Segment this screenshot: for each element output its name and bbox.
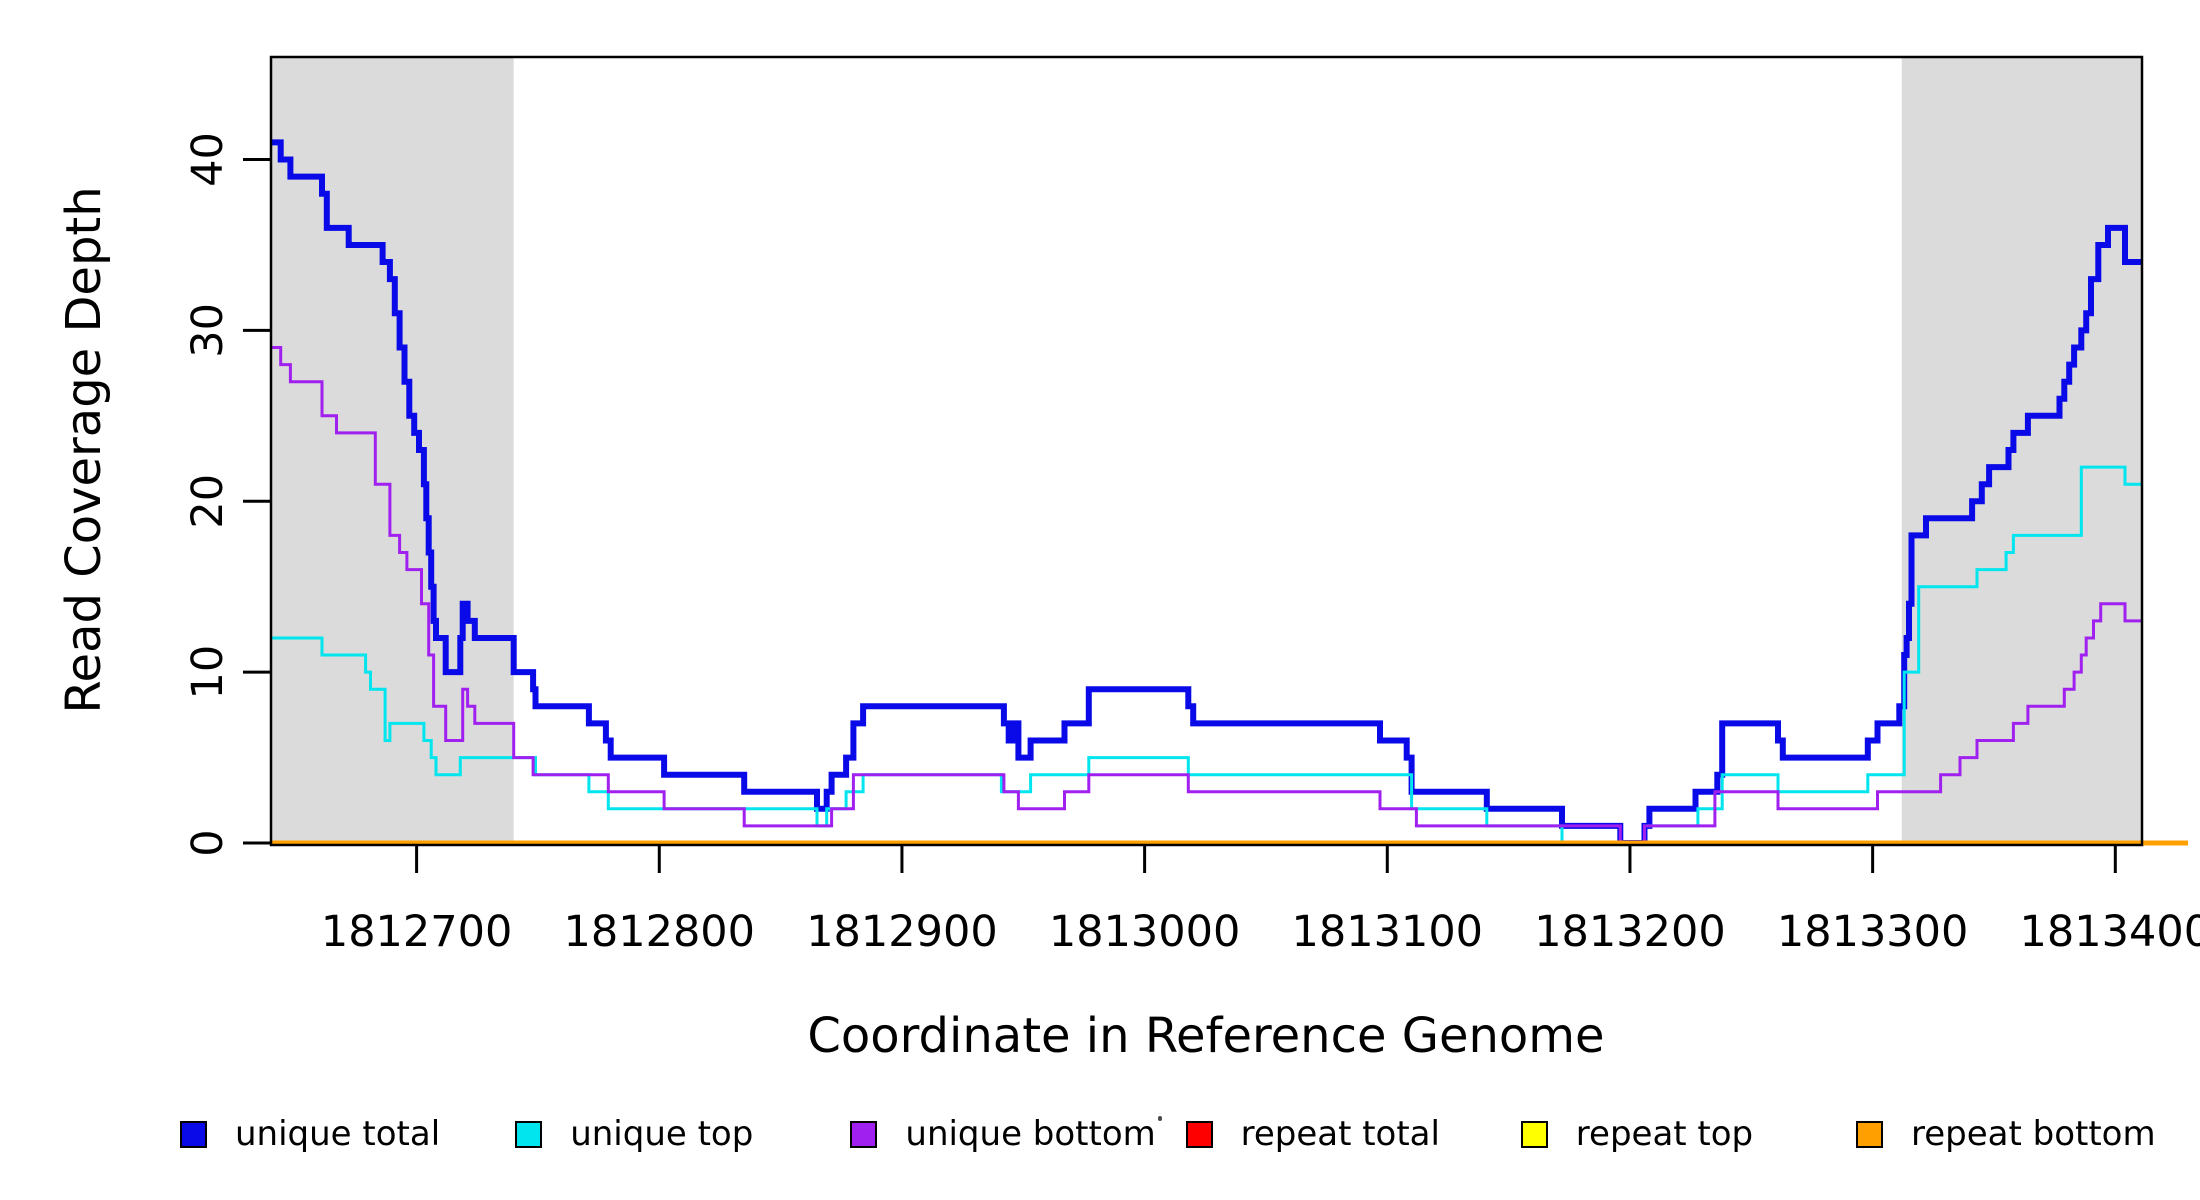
legend-item-unique-total: unique total	[180, 1106, 440, 1162]
legend-item-repeat-bottom: repeat bottom	[1856, 1106, 2156, 1162]
y-tick-label: 10	[183, 645, 233, 700]
legend-item-repeat-total: repeat total	[1185, 1106, 1440, 1162]
legend-item-unique-top: unique top	[515, 1106, 753, 1162]
y-tick-label: 0	[183, 829, 233, 856]
y-tick-label: 40	[183, 132, 233, 187]
series-lines-layer	[271, 139, 2189, 846]
x-tick-label: 1813200	[1534, 907, 1726, 957]
legend-swatch-unique-total	[180, 1120, 207, 1148]
x-axis-layer: 1812700 1812800 1812900 1813000 1813100 18132…	[321, 845, 2200, 957]
x-tick-label: 1813400	[2020, 907, 2200, 957]
shaded-regions-layer	[271, 57, 2142, 845]
right-shaded-region	[1901, 57, 2142, 845]
legend-label: unique total	[235, 1114, 441, 1154]
x-axis-title: Coordinate in Reference Genome	[807, 1008, 1604, 1064]
x-tick-label: 1813100	[1292, 907, 1484, 957]
legend-label: unique top	[570, 1114, 754, 1154]
y-axis-title: Read Coverage Depth	[56, 186, 112, 713]
legend-label: repeat total	[1240, 1114, 1440, 1154]
legend-swatch-unique-bottom	[850, 1120, 878, 1148]
y-axis-layer: 0 10 20 30 40	[183, 132, 271, 857]
x-tick-label: 1812700	[321, 907, 513, 957]
stray-dot-artifact	[1158, 1116, 1162, 1121]
series-line-unique-bottom	[271, 346, 2142, 845]
legend-swatch-repeat-total	[1185, 1120, 1213, 1148]
plot-border-box	[269, 55, 2144, 847]
x-tick-label: 1813000	[1049, 907, 1241, 957]
legend-swatch-repeat-top	[1520, 1120, 1548, 1148]
y-tick-label: 30	[183, 303, 233, 358]
legend: unique total unique top unique bottom repea…	[0, 1106, 2200, 1166]
legend-label: repeat bottom	[1911, 1114, 2156, 1154]
left-shaded-region	[271, 57, 514, 845]
legend-swatch-repeat-bottom	[1856, 1120, 1883, 1148]
x-tick-label: 1813300	[1777, 907, 1969, 957]
x-tick-label: 1812800	[564, 907, 756, 957]
y-tick-label: 20	[183, 474, 233, 529]
series-line-unique-top	[271, 465, 2142, 845]
x-tick-label: 1812900	[806, 907, 998, 957]
legend-item-repeat-top: repeat top	[1520, 1106, 1754, 1162]
legend-label: repeat top	[1575, 1114, 1754, 1154]
legend-swatch-unique-top	[515, 1120, 543, 1148]
legend-item-unique-bottom: unique bottom	[850, 1106, 1156, 1162]
legend-label: unique bottom	[905, 1114, 1156, 1154]
series-line-unique-total	[271, 139, 2142, 846]
